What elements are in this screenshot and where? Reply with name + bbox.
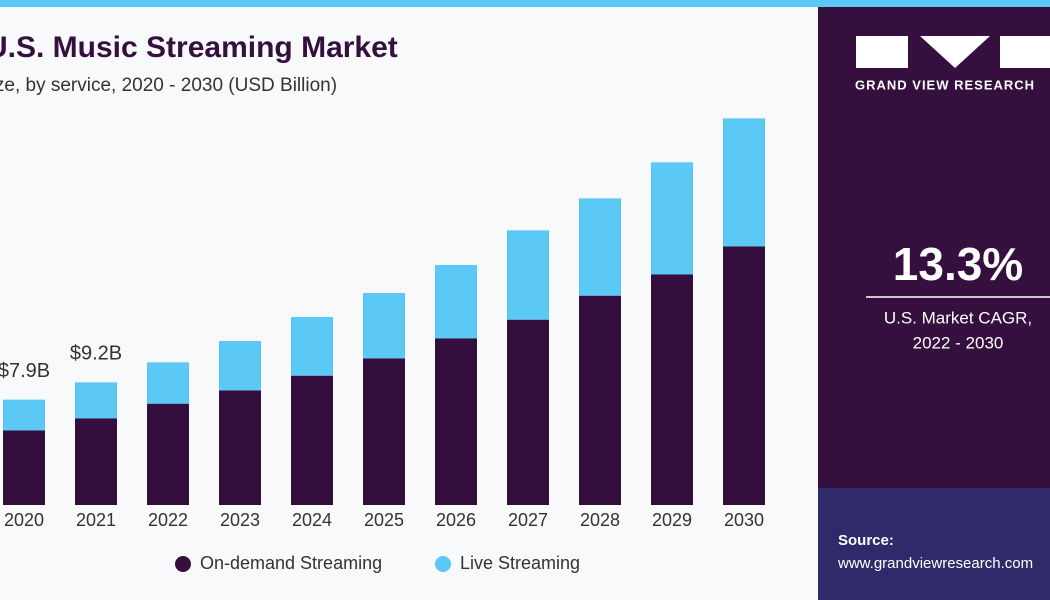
bar-segment xyxy=(363,358,405,505)
bar-segment xyxy=(723,118,765,247)
chart-title: U.S. Music Streaming Market xyxy=(0,31,398,64)
total-label: $9.2B xyxy=(70,343,122,365)
bar-segment xyxy=(3,430,45,505)
x-tick-label: 2030 xyxy=(724,510,764,530)
x-tick-label: 2021 xyxy=(76,510,116,530)
source-label: Source: xyxy=(838,532,894,549)
bar-segment xyxy=(723,246,765,506)
legend-label: Live Streaming xyxy=(460,553,580,573)
bar-segment xyxy=(219,341,261,391)
x-tick-label: 2022 xyxy=(148,510,188,530)
bar-segment xyxy=(219,390,261,505)
bar-segment xyxy=(507,230,549,320)
bar-segment xyxy=(291,375,333,505)
bar-segment xyxy=(3,399,45,431)
total-label: $7.9B xyxy=(0,360,50,382)
x-tick-label: 2028 xyxy=(580,510,620,530)
bar-segment xyxy=(75,382,117,419)
x-tick-label: 2029 xyxy=(652,510,692,530)
logo-triangle xyxy=(920,36,990,68)
x-tick-label: 2025 xyxy=(364,510,404,530)
logo xyxy=(856,36,1050,68)
x-tick-label: 2020 xyxy=(4,510,44,530)
bar-segment xyxy=(651,274,693,505)
bar-segment xyxy=(435,265,477,339)
cagr-caption: U.S. Market CAGR, xyxy=(884,308,1032,327)
x-tick-label: 2024 xyxy=(292,510,332,530)
bar-segment xyxy=(579,198,621,296)
bar-segment xyxy=(75,418,117,505)
logo-block xyxy=(856,36,908,68)
bar-segment xyxy=(147,362,189,404)
bar-segment xyxy=(579,295,621,505)
cagr-caption: 2022 - 2030 xyxy=(913,333,1004,352)
bar-segment xyxy=(651,162,693,275)
bar-segment xyxy=(507,319,549,505)
legend-swatch xyxy=(175,556,191,572)
x-tick-label: 2026 xyxy=(436,510,476,530)
legend-swatch xyxy=(435,556,451,572)
bar-segment xyxy=(435,338,477,505)
x-tick-label: 2027 xyxy=(508,510,548,530)
cagr-value: 13.3% xyxy=(893,238,1023,290)
brand: GRAND VIEW RESEARCH xyxy=(855,77,1035,92)
logo-block xyxy=(1000,36,1050,68)
bar-segment xyxy=(147,403,189,505)
top-strip xyxy=(0,0,1050,7)
source-url: www.grandviewresearch.com xyxy=(837,555,1033,572)
bar-segment xyxy=(291,317,333,376)
side-panel-footer xyxy=(818,488,1050,600)
chart-subtitle: Size, by service, 2020 - 2030 (USD Billi… xyxy=(0,75,337,96)
legend-label: On-demand Streaming xyxy=(200,553,382,573)
x-tick-label: 2023 xyxy=(220,510,260,530)
bar-segment xyxy=(363,293,405,359)
